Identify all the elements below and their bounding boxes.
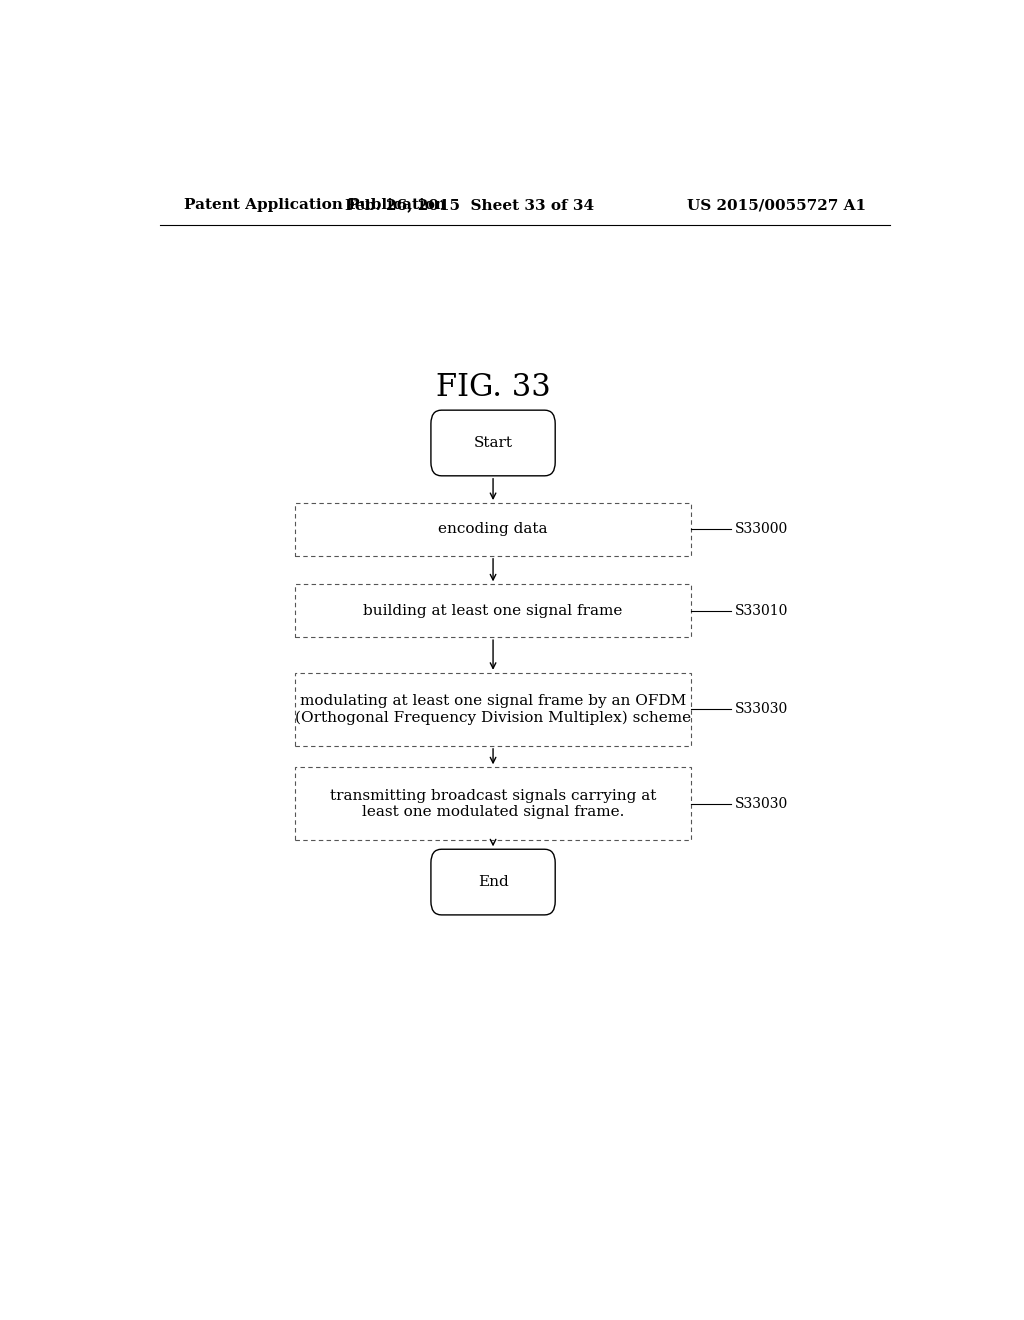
FancyBboxPatch shape [431,411,555,475]
Text: S33000: S33000 [735,523,788,536]
Text: FIG. 33: FIG. 33 [435,372,551,403]
Text: S33010: S33010 [735,603,788,618]
Text: S33030: S33030 [735,797,788,810]
Text: modulating at least one signal frame by an OFDM
(Orthogonal Frequency Division M: modulating at least one signal frame by … [295,694,691,725]
Text: US 2015/0055727 A1: US 2015/0055727 A1 [687,198,866,213]
Text: building at least one signal frame: building at least one signal frame [364,603,623,618]
Text: End: End [477,875,509,890]
FancyBboxPatch shape [295,673,691,746]
Text: S33030: S33030 [735,702,788,717]
FancyBboxPatch shape [295,503,691,556]
FancyBboxPatch shape [295,767,691,841]
Text: Patent Application Publication: Patent Application Publication [183,198,445,213]
FancyBboxPatch shape [431,849,555,915]
FancyBboxPatch shape [295,585,691,638]
Text: transmitting broadcast signals carrying at
least one modulated signal frame.: transmitting broadcast signals carrying … [330,789,656,818]
Text: Feb. 26, 2015  Sheet 33 of 34: Feb. 26, 2015 Sheet 33 of 34 [345,198,594,213]
Text: encoding data: encoding data [438,523,548,536]
Text: Start: Start [473,436,513,450]
